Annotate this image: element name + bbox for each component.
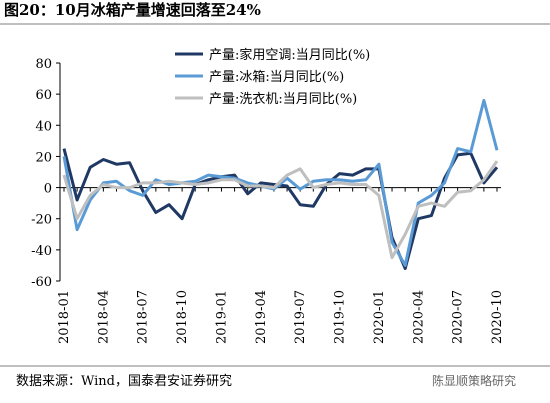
x-tick-label: 2020-01 (372, 290, 387, 344)
x-tick-label: 2018-04 (96, 290, 111, 344)
series-line (62, 98, 499, 267)
y-tick-label: -60 (31, 275, 52, 290)
watermark: 陈显顺策略研究 (432, 373, 516, 388)
x-tick-label: 2019-01 (214, 290, 229, 344)
y-tick-label: -40 (31, 244, 52, 259)
x-tick-label: 2018-07 (136, 290, 151, 344)
series-line (62, 160, 499, 260)
y-tick-label: 60 (35, 88, 52, 103)
x-tick-label: 2020-10 (490, 290, 505, 344)
x-tick-label: 2019-10 (333, 290, 348, 344)
legend-label: 产量:家用空调:当月同比(%) (209, 47, 370, 63)
y-tick-label: -20 (31, 213, 52, 228)
x-tick-label: 2018-10 (175, 290, 190, 344)
source-note: 数据来源：Wind，国泰君安证券研究 (16, 373, 232, 389)
x-tick-label: 2019-04 (254, 290, 269, 344)
x-tick-label: 2019-07 (293, 290, 308, 344)
x-tick-label: 2018-01 (57, 290, 72, 344)
y-tick-label: 80 (35, 57, 52, 72)
series-line (62, 148, 499, 270)
y-tick-label: 20 (35, 150, 52, 165)
y-tick-label: 40 (35, 119, 52, 134)
legend-label: 产量:冰箱:当月同比(%) (209, 69, 344, 85)
x-tick-label: 2020-07 (451, 290, 466, 344)
y-tick-label: 0 (44, 182, 52, 197)
legend-label: 产量:洗衣机:当月同比(%) (209, 91, 357, 107)
chart-title: 图20：10月冰箱产量增速回落至24% (4, 1, 261, 19)
x-tick-label: 2020-04 (411, 290, 426, 344)
